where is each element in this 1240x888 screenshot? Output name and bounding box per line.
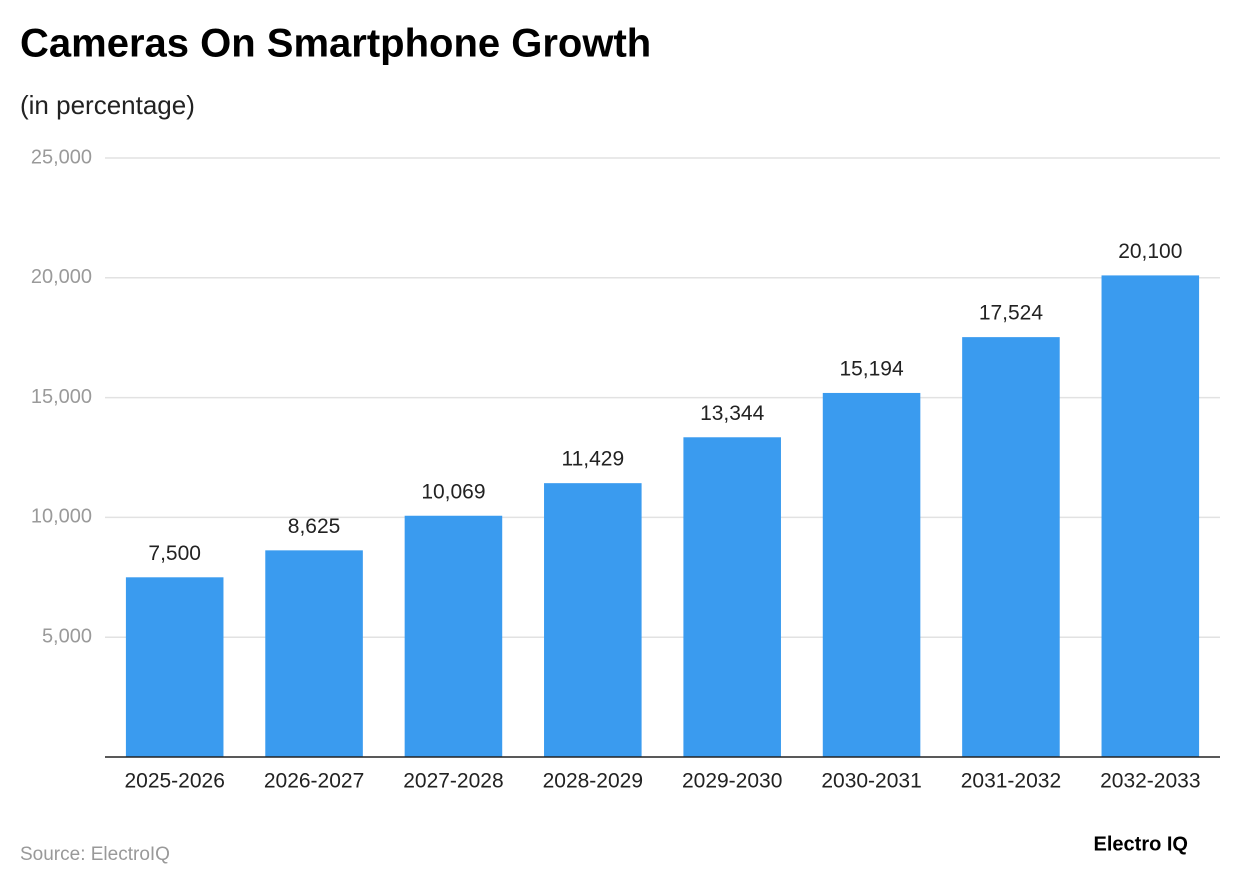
y-tick-label: 5,000 [42, 625, 92, 647]
x-tick-label: 2030-2031 [821, 770, 921, 793]
bar [683, 437, 781, 757]
bar [544, 483, 642, 757]
value-label: 11,429 [561, 448, 624, 471]
chart-title: Cameras On Smartphone Growth [20, 22, 651, 66]
x-tick-label: 2026-2027 [264, 770, 364, 793]
value-label: 15,194 [839, 357, 904, 380]
value-label: 7,500 [148, 542, 201, 565]
value-label: 8,625 [288, 515, 341, 538]
y-tick-label: 20,000 [31, 266, 92, 288]
bar [265, 550, 363, 757]
x-tick-label: 2029-2030 [682, 770, 782, 793]
y-tick-label: 25,000 [31, 146, 92, 168]
bar [822, 392, 921, 757]
bar [962, 337, 1060, 757]
value-label: 13,344 [700, 402, 765, 425]
y-tick-label: 10,000 [31, 506, 92, 528]
value-label: 10,069 [421, 480, 485, 503]
brand-logo: Electro IQ [1094, 833, 1188, 855]
x-tick-label: 2031-2032 [961, 770, 1061, 793]
value-label: 20,100 [1118, 240, 1182, 263]
bar [404, 515, 503, 757]
bar [125, 577, 224, 757]
chart-subtitle: (in percentage) [20, 90, 195, 120]
value-label: 17,524 [979, 302, 1044, 325]
x-tick-label: 2027-2028 [403, 770, 503, 793]
x-tick-label: 2028-2029 [543, 770, 643, 793]
bar [1101, 275, 1200, 757]
y-tick-label: 15,000 [31, 386, 92, 408]
source: Source: ElectroIQ [20, 844, 170, 865]
x-tick-label: 2032-2033 [1100, 770, 1200, 793]
x-tick-label: 2025-2026 [124, 770, 224, 793]
